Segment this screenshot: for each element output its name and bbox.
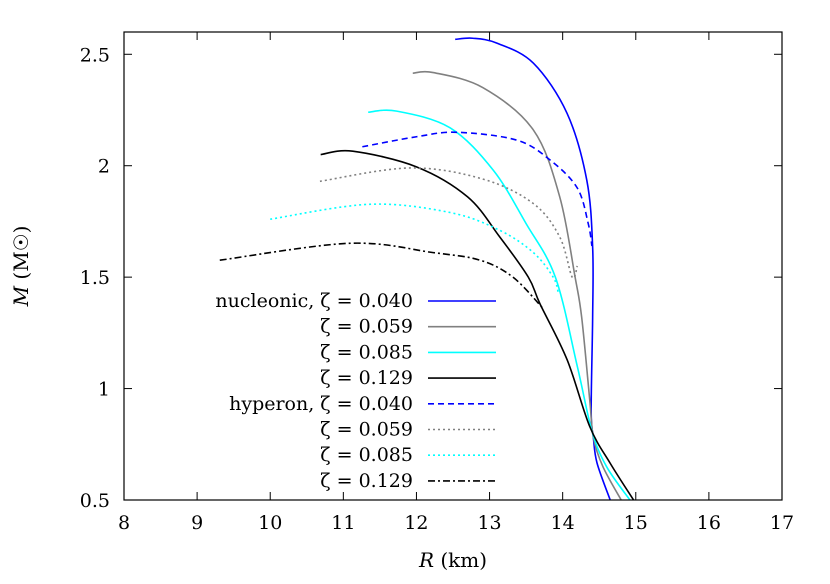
- legend-label: hyperon, ζ = 0.040: [229, 393, 413, 415]
- legend-label: ζ = 0.129: [320, 367, 413, 389]
- x-tick-label: 17: [770, 512, 794, 534]
- x-tick-label: 9: [191, 512, 203, 534]
- series-line-0: [455, 37, 611, 501]
- y-tick-label: 0.5: [80, 490, 110, 512]
- y-tick-label: 1.5: [80, 267, 110, 289]
- series-line-6: [270, 203, 560, 293]
- series-line-3: [320, 149, 635, 501]
- series-line-2: [368, 109, 631, 501]
- legend-label: ζ = 0.085: [320, 341, 413, 363]
- y-tick-label: 2.5: [80, 44, 110, 66]
- x-tick-label: 13: [477, 512, 501, 534]
- legend-label: ζ = 0.129: [320, 470, 413, 492]
- series-line-5: [319, 167, 579, 279]
- series-line-7: [219, 242, 544, 309]
- legend-label: ζ = 0.059: [320, 419, 413, 441]
- x-tick-label: 11: [331, 512, 355, 534]
- x-tick-label: 8: [118, 512, 130, 534]
- legend-label: ζ = 0.059: [320, 316, 413, 338]
- legend-label: ζ = 0.085: [320, 444, 413, 466]
- x-tick-label: 12: [404, 512, 428, 534]
- ticks: 8 9 10 11 12 13 14 15 16 17 0.5 1 1.5 2 2.5: [80, 32, 794, 534]
- x-tick-label: 10: [258, 512, 282, 534]
- legend: nucleonic, ζ = 0.040 ζ = 0.059 ζ = 0.085 ζ …: [215, 290, 496, 492]
- x-axis-label: R (km): [418, 548, 487, 572]
- plot-frame: [123, 31, 783, 501]
- y-tick-label: 1: [98, 379, 110, 401]
- x-tick-label: 16: [697, 512, 721, 534]
- y-axis-label: M (M☉): [9, 226, 33, 308]
- x-tick-label: 14: [551, 512, 575, 534]
- curves: [219, 37, 635, 501]
- x-tick-label: 15: [624, 512, 648, 534]
- series-line-1: [412, 70, 622, 501]
- legend-label: nucleonic, ζ = 0.040: [215, 290, 413, 312]
- y-tick-label: 2: [98, 156, 110, 178]
